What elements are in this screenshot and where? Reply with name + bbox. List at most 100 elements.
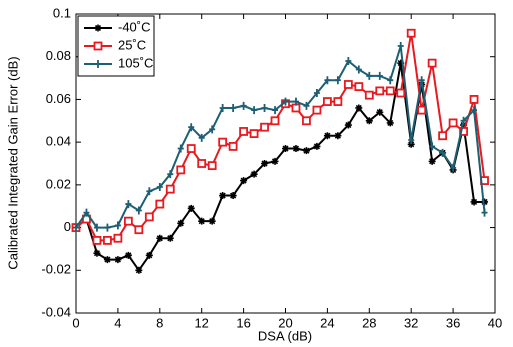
data-point — [177, 219, 185, 227]
marker — [103, 235, 112, 245]
marker — [228, 142, 238, 151]
data-point — [292, 97, 299, 106]
data-point — [427, 58, 437, 68]
x-tick-label: 32 — [404, 315, 418, 330]
marker — [176, 165, 186, 175]
data-point — [396, 88, 406, 98]
data-point — [460, 116, 467, 125]
data-point — [313, 142, 321, 150]
marker — [229, 192, 237, 200]
y-tick-label: 0.02 — [46, 176, 71, 191]
data-point — [125, 200, 132, 209]
data-point — [448, 118, 458, 128]
data-point — [166, 234, 174, 242]
marker — [376, 71, 383, 80]
data-point — [239, 127, 249, 136]
data-point — [123, 216, 133, 226]
marker — [303, 101, 310, 110]
marker — [209, 125, 216, 134]
marker — [270, 116, 280, 126]
data-point — [429, 142, 436, 151]
marker — [188, 123, 195, 132]
data-point — [261, 103, 268, 112]
marker — [355, 104, 363, 112]
data-point — [198, 133, 205, 142]
marker — [114, 256, 122, 264]
data-point — [198, 217, 206, 225]
marker — [94, 24, 102, 32]
marker — [93, 223, 100, 232]
marker — [198, 133, 205, 142]
marker — [334, 76, 341, 85]
marker — [408, 136, 415, 145]
marker — [135, 266, 143, 274]
data-point — [249, 129, 259, 139]
marker — [375, 86, 385, 96]
data-point — [93, 249, 101, 257]
marker — [312, 105, 322, 115]
x-tick-label: 28 — [362, 315, 376, 330]
data-point — [438, 131, 448, 141]
data-point — [114, 221, 121, 230]
data-point — [386, 119, 394, 127]
marker — [261, 160, 269, 167]
data-point — [145, 251, 153, 259]
marker — [302, 147, 310, 155]
series-line — [75, 33, 486, 242]
marker — [155, 199, 165, 209]
marker — [261, 103, 268, 112]
marker — [104, 223, 111, 232]
marker — [418, 76, 425, 85]
y-tick-label: 0.04 — [46, 134, 71, 149]
marker — [167, 170, 174, 179]
data-point — [228, 142, 238, 151]
data-point — [186, 144, 196, 153]
x-tick-label: 0 — [72, 315, 79, 330]
x-tick-label: 4 — [114, 315, 121, 330]
data-point — [176, 165, 186, 175]
marker — [333, 97, 343, 106]
marker — [334, 132, 342, 140]
data-point — [261, 160, 269, 167]
data-point — [251, 106, 258, 115]
data-point — [450, 163, 457, 172]
marker — [302, 116, 311, 126]
data-point — [459, 127, 468, 136]
marker — [271, 157, 279, 165]
marker — [177, 144, 184, 153]
y-tick-label: 0.06 — [46, 91, 71, 106]
data-point — [103, 256, 111, 264]
marker — [481, 198, 489, 206]
marker — [471, 106, 478, 115]
data-point — [375, 86, 385, 96]
marker — [322, 97, 332, 106]
marker — [197, 159, 207, 168]
marker — [95, 60, 101, 68]
marker — [240, 177, 248, 185]
data-point — [469, 95, 479, 104]
marker — [438, 131, 448, 141]
legend-marker — [94, 24, 102, 32]
data-point — [207, 161, 217, 171]
data-point — [302, 116, 311, 126]
x-tick-label: 20 — [278, 315, 292, 330]
marker — [219, 192, 227, 200]
data-point — [156, 234, 164, 242]
data-point — [208, 217, 216, 225]
x-axis-label: DSA (dB) — [258, 328, 312, 343]
y-axis-label: Calibrated Integrated Gain Error (dB) — [5, 56, 20, 269]
marker — [145, 251, 153, 259]
marker — [250, 170, 258, 178]
data-point — [303, 101, 310, 110]
marker — [260, 122, 269, 132]
data-point — [135, 206, 142, 215]
data-point — [155, 199, 165, 209]
data-point — [312, 105, 322, 115]
marker — [292, 97, 299, 106]
x-tick-label: 16 — [236, 315, 250, 330]
marker — [219, 103, 226, 112]
series-line — [75, 45, 486, 229]
data-point — [324, 76, 331, 85]
marker — [93, 249, 101, 257]
